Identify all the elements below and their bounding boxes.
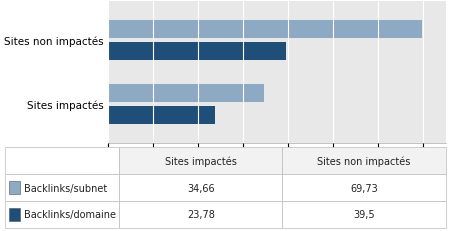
Bar <box>108 43 286 61</box>
Text: 39,5: 39,5 <box>353 209 375 219</box>
Bar <box>4 174 119 201</box>
Text: Backlinks/subnet: Backlinks/subnet <box>24 183 108 193</box>
Text: Sites impactés: Sites impactés <box>165 156 237 166</box>
Bar <box>4 201 119 228</box>
Text: 34,66: 34,66 <box>187 183 215 193</box>
Text: 23,78: 23,78 <box>187 209 215 219</box>
Bar <box>119 174 282 201</box>
Bar <box>9 208 20 221</box>
Bar <box>4 148 119 174</box>
Text: 69,73: 69,73 <box>350 183 378 193</box>
Text: Backlinks/domaine: Backlinks/domaine <box>24 209 117 219</box>
Bar <box>108 107 215 125</box>
Bar <box>9 181 20 195</box>
Bar <box>119 201 282 228</box>
Bar <box>108 85 264 103</box>
Bar <box>108 21 422 39</box>
Bar <box>119 148 282 174</box>
Bar <box>282 174 446 201</box>
Bar <box>282 201 446 228</box>
Text: Sites non impactés: Sites non impactés <box>317 156 410 166</box>
Bar <box>282 148 446 174</box>
